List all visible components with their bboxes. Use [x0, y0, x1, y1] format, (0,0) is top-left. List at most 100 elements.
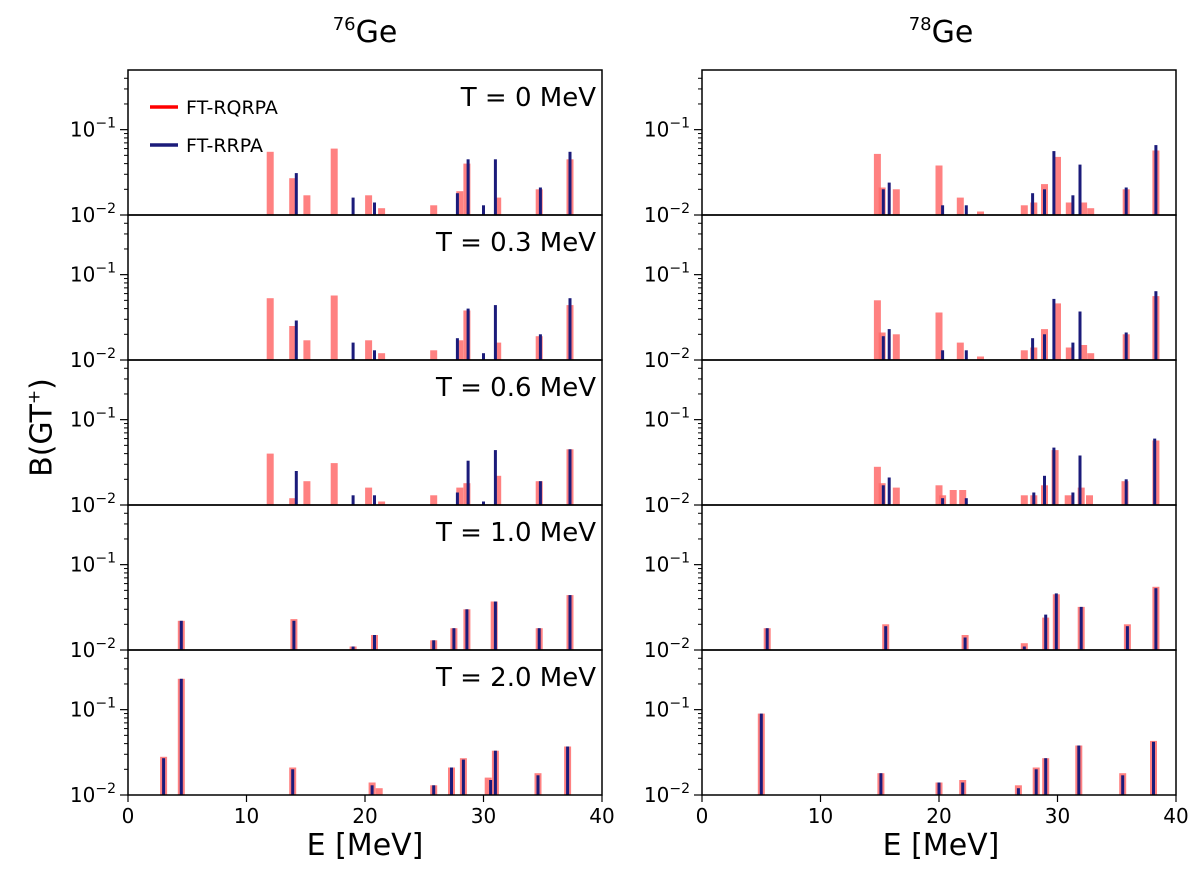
bar-ft-rqrpa: [1065, 202, 1073, 215]
bar-ft-rrpa: [1152, 741, 1155, 795]
bar-ft-rrpa: [455, 492, 459, 505]
bar-ft-rrpa: [373, 350, 376, 360]
y-tick-label-0.1: 10−1: [70, 551, 116, 577]
bar-ft-rrpa: [373, 202, 376, 215]
bar-ft-rqrpa: [1054, 303, 1061, 360]
bar-ft-rqrpa: [456, 487, 464, 505]
bar-ft-rrpa: [1078, 311, 1082, 360]
bar-ft-rrpa: [1079, 606, 1083, 650]
bar-ft-rqrpa: [330, 148, 338, 215]
bar-ft-rrpa: [370, 785, 374, 795]
legend: FT-RQRPA FT-RRPA: [150, 97, 278, 157]
y-tick-label-0.01: 10−2: [70, 781, 116, 807]
bar-ft-rqrpa: [956, 342, 964, 360]
bar-ft-rrpa: [179, 620, 183, 650]
bar-ft-rrpa: [538, 187, 542, 215]
bar-ft-rqrpa: [977, 356, 984, 360]
bar-ft-rrpa: [455, 338, 459, 360]
bar-ft-rqrpa: [949, 490, 957, 505]
bar-ft-rrpa: [351, 646, 355, 650]
bar-ft-rqrpa: [266, 453, 274, 505]
bar-ft-rrpa: [941, 498, 945, 505]
bar-ft-rrpa: [1078, 164, 1082, 215]
bar-ft-rrpa: [568, 449, 572, 505]
bar-ft-rqrpa: [303, 481, 311, 505]
bar-ft-rrpa: [482, 205, 485, 215]
temperature-label: T = 0 MeV: [460, 83, 596, 113]
bar-ft-rqrpa: [1020, 495, 1028, 505]
panel-78ge-4: 10−1 10−20 10 20 30 40: [644, 649, 1189, 828]
bar-ft-rrpa: [466, 460, 470, 505]
bar-ft-rrpa: [538, 334, 542, 360]
bar-ft-rrpa: [373, 495, 376, 505]
y-tick-label-0.01: 10−2: [70, 346, 116, 372]
bar-ft-rqrpa: [430, 205, 438, 215]
x-axis-label-right: E [MeV]: [882, 828, 1000, 863]
bar-ft-rqrpa: [892, 189, 900, 215]
bar-ft-rrpa: [1052, 298, 1056, 360]
panel-76ge-3: 10−1 10−2 T = 1.0 MeV: [70, 504, 603, 662]
y-tick-label-0.01: 10−2: [644, 781, 690, 807]
bar-ft-rrpa: [465, 609, 469, 650]
bar-ft-rqrpa: [1080, 202, 1088, 215]
bar-ft-rrpa: [466, 159, 470, 215]
bar-ft-rrpa: [879, 773, 883, 795]
bar-ft-rrpa: [1124, 332, 1128, 360]
bar-ft-rqrpa: [1065, 347, 1073, 360]
bar-ft-rqrpa: [303, 195, 311, 215]
x-tick-label: 10: [234, 804, 259, 828]
x-tick-label: 40: [1163, 804, 1188, 828]
bar-ft-rrpa: [351, 197, 355, 215]
temperature-label: T = 2.0 MeV: [435, 663, 596, 693]
bar-ft-rqrpa: [1054, 156, 1061, 215]
bar-ft-rrpa: [294, 320, 298, 360]
bar-ft-rrpa: [941, 350, 945, 360]
panel-78ge-1: 10−1 10−2: [644, 214, 1177, 372]
bar-ft-rqrpa: [494, 342, 502, 360]
bar-ft-rrpa: [964, 350, 968, 360]
bar-ft-rqrpa: [494, 475, 502, 505]
bar-ft-rrpa: [1031, 338, 1035, 360]
bar-ft-rrpa: [466, 308, 470, 360]
x-tick-label: 40: [589, 804, 614, 828]
bar-ft-rrpa: [1052, 447, 1056, 505]
bar-ft-rrpa: [489, 780, 493, 795]
bar-ft-rrpa: [432, 640, 436, 650]
column-title-78ge: 78Ge: [908, 14, 974, 50]
bar-ft-rrpa: [881, 336, 885, 360]
bar-ft-rrpa: [493, 450, 497, 505]
bar-ft-rqrpa: [365, 195, 373, 215]
bar-ft-rqrpa: [484, 777, 492, 795]
bar-ft-rqrpa: [375, 788, 383, 795]
bar-ft-rrpa: [1071, 492, 1075, 505]
bar-ft-rrpa: [179, 678, 183, 795]
bar-ft-rrpa: [941, 205, 945, 215]
bar-ft-rqrpa: [956, 197, 964, 215]
bar-ft-rrpa: [493, 159, 497, 215]
y-tick-label-0.1: 10−1: [70, 261, 116, 287]
y-tick-label-0.1: 10−1: [70, 406, 116, 432]
bar-ft-rqrpa: [873, 153, 881, 215]
bar-ft-rrpa: [1154, 588, 1158, 650]
bar-ft-rqrpa: [303, 340, 311, 360]
bar-ft-rqrpa: [1087, 208, 1095, 215]
bar-ft-rrpa: [964, 205, 968, 215]
bar-ft-rqrpa: [289, 326, 297, 360]
bar-ft-rqrpa: [873, 466, 881, 505]
bar-ft-rrpa: [961, 782, 965, 795]
bar-ft-rrpa: [1044, 614, 1048, 650]
bar-ft-rqrpa: [935, 485, 943, 505]
bar-ft-rqrpa: [959, 490, 967, 505]
bar-ft-rrpa: [1078, 455, 1082, 505]
bar-ft-rrpa: [568, 298, 572, 360]
legend-label-ft-rrpa: FT-RRPA: [186, 135, 263, 157]
bar-ft-rqrpa: [935, 165, 943, 215]
bar-ft-rrpa: [759, 713, 763, 795]
panel-frame: [701, 504, 1177, 651]
bar-ft-rrpa: [538, 481, 542, 505]
bar-ft-rrpa: [884, 626, 888, 650]
bar-ft-rrpa: [482, 501, 485, 505]
bar-ft-rrpa: [1124, 479, 1128, 505]
bar-ft-rrpa: [1071, 342, 1075, 360]
bar-ft-rqrpa: [456, 191, 464, 215]
